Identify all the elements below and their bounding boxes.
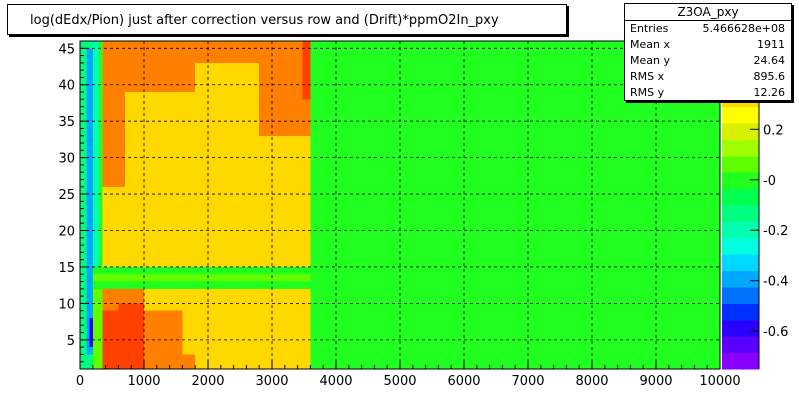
x-tick-label: 10000 bbox=[699, 374, 740, 389]
heatmap-region-11 bbox=[182, 354, 196, 369]
heatmap-region-16 bbox=[86, 48, 93, 355]
heatmap-region-6 bbox=[259, 41, 311, 136]
stats-row-rms-y: RMS y 12.26 bbox=[625, 85, 791, 101]
x-tick-label: 1000 bbox=[127, 374, 160, 389]
x-tick-label: 5000 bbox=[383, 374, 416, 389]
x-tick-label: 8000 bbox=[575, 374, 608, 389]
stats-row-mean-x: Mean x 1911 bbox=[625, 37, 791, 53]
colorbar-swatch bbox=[722, 139, 759, 157]
y-tick-label: 30 bbox=[58, 152, 75, 167]
x-tick-label: 4000 bbox=[319, 374, 352, 389]
y-tick-label: 5 bbox=[67, 334, 75, 349]
stats-value: 895.6 bbox=[753, 70, 786, 83]
stats-row-rms-x: RMS x 895.6 bbox=[625, 69, 791, 85]
heatmap-region-18 bbox=[89, 317, 93, 348]
x-tick-label: 3000 bbox=[255, 374, 288, 389]
stats-label: RMS y bbox=[630, 86, 665, 99]
colorbar-swatch bbox=[722, 336, 759, 354]
colorbar-swatch bbox=[722, 155, 759, 173]
colorbar-swatch bbox=[722, 123, 759, 140]
y-tick-label: 35 bbox=[58, 115, 75, 130]
colorbar-swatch bbox=[722, 106, 759, 124]
stats-value: 24.64 bbox=[753, 54, 786, 67]
colorbar-swatch bbox=[722, 319, 759, 337]
x-tick-label: 2000 bbox=[191, 374, 224, 389]
y-tick-label: 15 bbox=[58, 261, 75, 276]
heatmap-region-17 bbox=[92, 41, 100, 267]
y-tick-label: 40 bbox=[58, 79, 75, 94]
colorbar-swatch bbox=[722, 237, 759, 255]
colorbar-swatch bbox=[722, 352, 759, 370]
y-axis: 5 10 15 20 25 30 35 40 45 bbox=[58, 40, 89, 370]
heatmap-region-7 bbox=[302, 41, 311, 100]
y-tick-label: 10 bbox=[58, 297, 75, 312]
stats-value: 5.466628e+08 bbox=[702, 22, 785, 35]
colorbar-swatch bbox=[722, 221, 759, 239]
colorbar-tick-label: -0.4 bbox=[763, 275, 788, 290]
stats-label: Mean y bbox=[630, 54, 670, 67]
y-tick-label: 25 bbox=[58, 188, 75, 203]
chart-title: log(dEdx/Pion) just after correction ver… bbox=[7, 4, 567, 35]
heatmap-region-4 bbox=[102, 41, 196, 93]
stats-value: 12.26 bbox=[753, 86, 786, 99]
stats-box: Z3OA_pxy Entries 5.466628e+08 Mean x 191… bbox=[624, 3, 792, 101]
y-tick-label: 45 bbox=[58, 42, 75, 57]
stats-row-entries: Entries 5.466628e+08 bbox=[625, 21, 791, 37]
heatmap-region-13 bbox=[118, 303, 144, 369]
stats-value: 1911 bbox=[757, 38, 785, 51]
x-axis: 0 1000 2000 3000 4000 5000 6000 7000 8000 9000 100… bbox=[76, 360, 741, 389]
colorbar-swatch bbox=[722, 254, 759, 272]
x-tick-label: 0 bbox=[76, 374, 84, 389]
x-tick-label: 9000 bbox=[639, 374, 672, 389]
y-tick-label: 20 bbox=[58, 225, 75, 240]
stats-label: RMS x bbox=[630, 70, 665, 83]
stats-name: Z3OA_pxy bbox=[625, 4, 791, 21]
colorbar-swatch bbox=[722, 172, 759, 190]
heatmap-region-3 bbox=[92, 274, 311, 282]
heatmap-region-8 bbox=[102, 92, 125, 187]
heatmap-region-14 bbox=[92, 288, 103, 369]
colorbar-swatch bbox=[722, 188, 759, 206]
x-tick-label: 7000 bbox=[511, 374, 544, 389]
stats-label: Mean x bbox=[630, 38, 670, 51]
colorbar-swatch bbox=[722, 287, 759, 304]
stats-row-mean-y: Mean y 24.64 bbox=[625, 53, 791, 69]
colorbar-tick-label: -0 bbox=[763, 174, 776, 189]
stats-label: Entries bbox=[630, 22, 669, 35]
colorbar-swatch bbox=[722, 303, 759, 321]
colorbar-tick-label: 0.2 bbox=[763, 123, 784, 138]
colorbar-tick-label: -0.6 bbox=[763, 325, 788, 340]
colorbar-swatch bbox=[722, 205, 759, 222]
heatmap-region-5 bbox=[195, 41, 260, 63]
colorbar-swatch bbox=[722, 270, 759, 288]
colorbar-tick-label: -0.2 bbox=[763, 224, 788, 239]
x-tick-label: 6000 bbox=[447, 374, 480, 389]
